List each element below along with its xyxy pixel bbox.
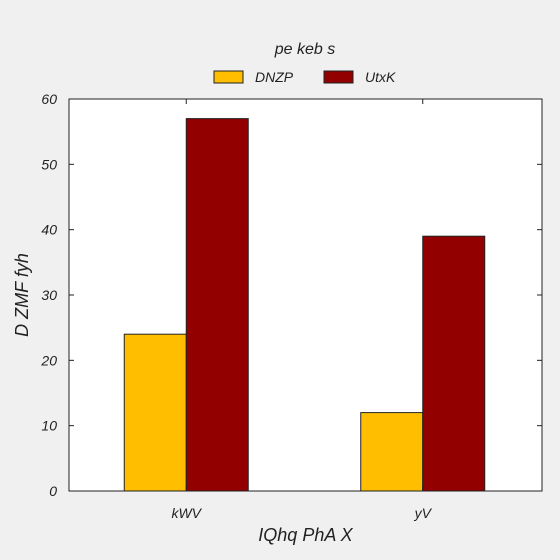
bar-UtxK-yV [422, 235, 486, 492]
y-axis: 0 10 20 30 40 50 60 [40, 91, 542, 499]
y-tick-label: 50 [41, 156, 57, 172]
x-tick-label: yV [414, 505, 433, 521]
y-tick-label: 20 [40, 352, 57, 368]
y-tick-label: 10 [41, 418, 57, 434]
legend: DNZP UtxK [213, 69, 396, 85]
legend-label: DNZP [255, 69, 294, 85]
y-tick-label: 60 [41, 91, 57, 107]
bars-group [123, 118, 486, 492]
y-axis-label: D ZMF fyh [12, 253, 32, 337]
y-tick-label: 0 [49, 483, 57, 499]
bar-UtxK-kWV [185, 118, 249, 492]
x-tick-label: kWV [171, 505, 202, 521]
x-axis: kWV yV [171, 99, 433, 521]
plot-frame [68, 98, 543, 492]
legend-swatch [323, 70, 354, 84]
legend-swatch [213, 70, 244, 84]
bar-DNZP-yV [360, 412, 424, 492]
y-tick-label: 40 [41, 222, 57, 238]
legend-label: UtxK [365, 69, 396, 85]
x-axis-label: IQhq PhA X [258, 525, 353, 545]
bar-DNZP-kWV [123, 333, 187, 492]
y-tick-label: 30 [41, 287, 57, 303]
legend-title: pe keb s [274, 41, 335, 58]
